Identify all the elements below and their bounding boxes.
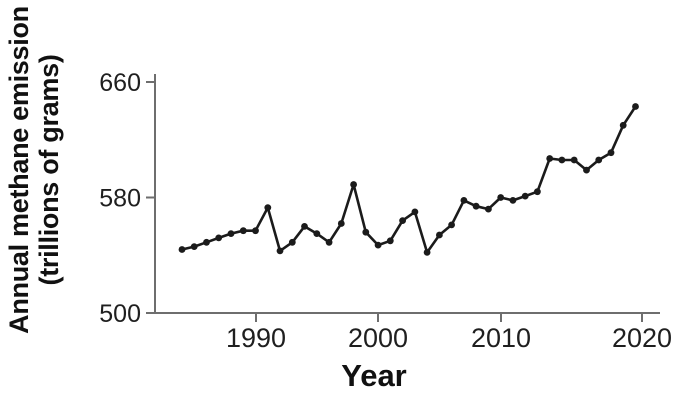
data-point (534, 188, 541, 196)
data-point (521, 192, 529, 200)
data-point (485, 205, 492, 213)
series-layer (178, 103, 639, 256)
data-point (337, 220, 345, 227)
data-point (190, 243, 198, 251)
data-point (264, 204, 272, 212)
data-point (460, 197, 468, 204)
data-point (227, 230, 235, 238)
data-point (632, 103, 639, 110)
data-point (595, 156, 603, 164)
data-point (215, 234, 223, 242)
data-point (472, 202, 480, 210)
axes-layer: 500 580 660 1990 2000 2010 2020 (99, 69, 672, 353)
x-tick-label: 2010 (471, 323, 531, 353)
y-tick-label: 660 (99, 69, 141, 97)
data-point (583, 166, 590, 174)
data-point (325, 238, 333, 246)
data-point (313, 230, 321, 238)
data-point (239, 227, 247, 235)
data-point (399, 217, 406, 225)
data-point (546, 155, 554, 162)
x-tick-label: 1990 (226, 323, 286, 353)
x-tick-label: 2000 (348, 323, 408, 353)
data-point (374, 241, 382, 249)
data-point (436, 231, 443, 239)
data-point (411, 208, 419, 216)
y-axis-title-line2: (trillions of grams) (34, 54, 64, 285)
data-point (497, 194, 505, 201)
y-tick-label: 580 (99, 184, 141, 212)
emissions-line (180, 105, 637, 254)
y-axis-title-line1: Annual methane emission (4, 6, 34, 334)
data-point (423, 249, 431, 256)
data-point (288, 238, 296, 246)
data-point (509, 197, 517, 204)
data-point (448, 221, 455, 229)
data-point (386, 237, 394, 245)
data-point (350, 181, 357, 188)
data-point (252, 227, 259, 235)
x-axis-title: Year (341, 358, 407, 393)
data-point (362, 228, 370, 236)
x-tick-label: 2020 (612, 323, 672, 353)
data-point (301, 223, 308, 230)
data-point (203, 238, 210, 246)
data-point (570, 156, 578, 164)
y-tick-label: 500 (99, 300, 141, 328)
data-point (178, 246, 186, 253)
data-point (276, 247, 284, 255)
data-point (558, 156, 566, 164)
data-point (607, 149, 615, 157)
data-point (619, 121, 627, 129)
